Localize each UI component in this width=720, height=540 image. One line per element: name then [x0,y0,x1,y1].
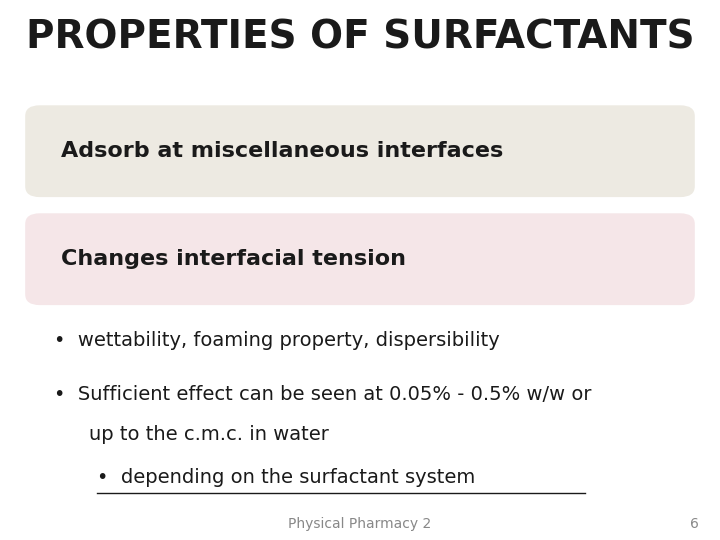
Text: Physical Pharmacy 2: Physical Pharmacy 2 [289,517,431,531]
Text: 6: 6 [690,517,698,531]
Text: up to the c.m.c. in water: up to the c.m.c. in water [89,425,328,444]
Text: •  depending on the surfactant system: • depending on the surfactant system [97,468,475,488]
Text: Changes interfacial tension: Changes interfacial tension [61,249,406,269]
Text: Adsorb at miscellaneous interfaces: Adsorb at miscellaneous interfaces [61,141,503,161]
Text: •  wettability, foaming property, dispersibility: • wettability, foaming property, dispers… [54,330,500,350]
Text: PROPERTIES OF SURFACTANTS: PROPERTIES OF SURFACTANTS [26,19,694,57]
FancyBboxPatch shape [25,105,695,197]
FancyBboxPatch shape [25,213,695,305]
Text: •  Sufficient effect can be seen at 0.05% - 0.5% w/w or: • Sufficient effect can be seen at 0.05%… [54,384,592,404]
